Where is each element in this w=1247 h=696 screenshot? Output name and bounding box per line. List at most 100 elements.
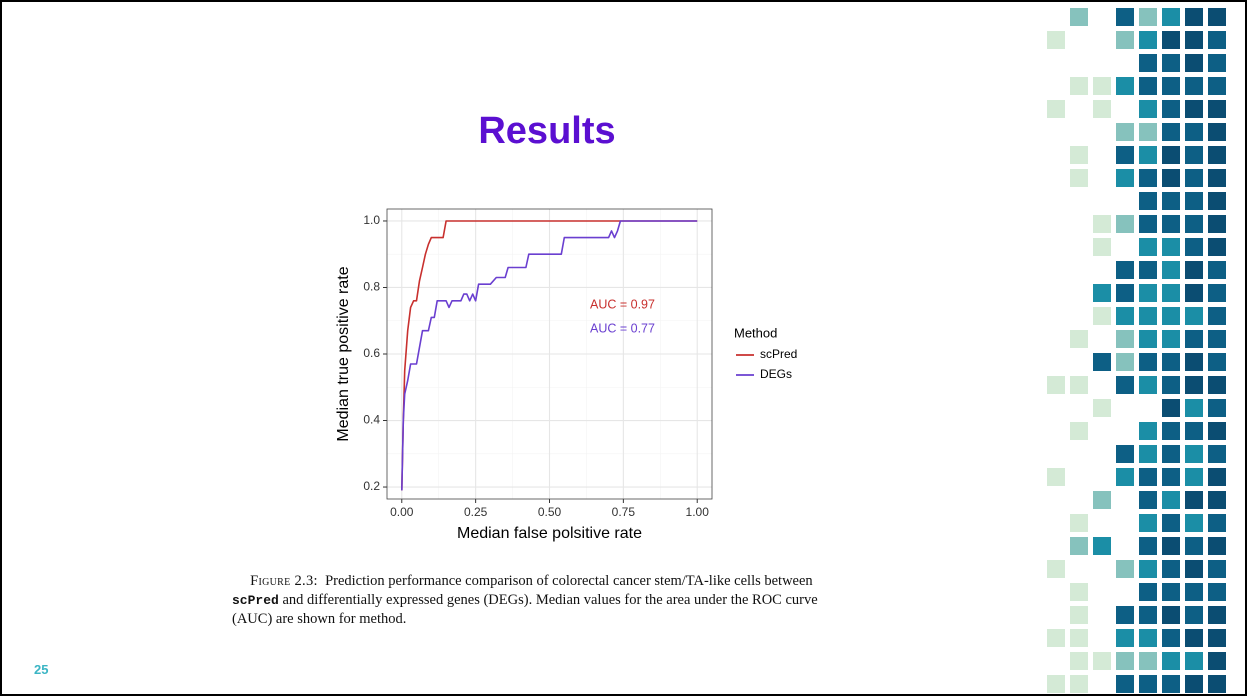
deco-square — [1139, 353, 1157, 371]
deco-square — [1185, 422, 1203, 440]
deco-square — [1185, 399, 1203, 417]
deco-square — [1139, 100, 1157, 118]
deco-square — [1116, 284, 1134, 302]
deco-square — [1139, 629, 1157, 647]
decoration — [1042, 2, 1242, 694]
deco-square — [1139, 31, 1157, 49]
deco-square — [1070, 376, 1088, 394]
deco-square — [1162, 169, 1180, 187]
deco-square — [1139, 445, 1157, 463]
x-tick-label: 0.75 — [612, 505, 636, 519]
deco-square — [1139, 169, 1157, 187]
deco-square — [1162, 261, 1180, 279]
deco-square — [1070, 583, 1088, 601]
deco-square — [1139, 8, 1157, 26]
slide: Results 0.20.40.60.81.00.000.250.500.751… — [0, 0, 1247, 696]
annotation: AUC = 0.77 — [590, 321, 655, 335]
deco-square — [1185, 468, 1203, 486]
deco-square — [1162, 54, 1180, 72]
deco-square — [1208, 560, 1226, 578]
deco-square — [1185, 675, 1203, 693]
deco-square — [1139, 583, 1157, 601]
deco-square — [1139, 652, 1157, 670]
deco-square — [1208, 606, 1226, 624]
deco-square — [1139, 54, 1157, 72]
deco-square — [1047, 100, 1065, 118]
deco-square — [1116, 123, 1134, 141]
deco-square — [1185, 353, 1203, 371]
deco-square — [1162, 31, 1180, 49]
caption-code: scPred — [232, 593, 279, 608]
caption-label: Figure 2.3: — [250, 573, 318, 589]
legend-title: Method — [734, 325, 777, 340]
deco-square — [1162, 560, 1180, 578]
deco-square — [1070, 675, 1088, 693]
deco-square — [1185, 100, 1203, 118]
deco-square — [1139, 422, 1157, 440]
deco-square — [1116, 652, 1134, 670]
deco-square — [1208, 169, 1226, 187]
deco-square — [1162, 468, 1180, 486]
deco-square — [1116, 468, 1134, 486]
deco-square — [1208, 353, 1226, 371]
deco-square — [1116, 77, 1134, 95]
deco-square — [1185, 606, 1203, 624]
deco-square — [1070, 8, 1088, 26]
deco-square — [1116, 445, 1134, 463]
figure-caption: Figure 2.3: Prediction performance compa… — [232, 572, 912, 629]
deco-square — [1185, 215, 1203, 233]
deco-square — [1208, 192, 1226, 210]
y-tick-label: 0.4 — [363, 413, 380, 427]
deco-square — [1162, 215, 1180, 233]
legend-label: DEGs — [760, 367, 792, 381]
deco-square — [1162, 445, 1180, 463]
deco-square — [1208, 146, 1226, 164]
deco-square — [1208, 445, 1226, 463]
deco-square — [1139, 261, 1157, 279]
deco-square — [1116, 146, 1134, 164]
y-tick-label: 1.0 — [363, 213, 380, 227]
deco-square — [1208, 376, 1226, 394]
deco-square — [1185, 123, 1203, 141]
deco-square — [1185, 307, 1203, 325]
deco-square — [1162, 307, 1180, 325]
x-tick-label: 0.50 — [538, 505, 562, 519]
deco-square — [1162, 399, 1180, 417]
caption-text: (AUC) are shown for method. — [232, 611, 406, 627]
deco-square — [1139, 146, 1157, 164]
deco-square — [1116, 629, 1134, 647]
chart: 0.20.40.60.81.00.000.250.500.751.00Media… — [322, 197, 842, 557]
deco-square — [1185, 8, 1203, 26]
deco-square — [1070, 514, 1088, 532]
deco-square — [1162, 583, 1180, 601]
deco-square — [1185, 238, 1203, 256]
deco-square — [1116, 675, 1134, 693]
deco-square — [1070, 606, 1088, 624]
deco-square — [1162, 77, 1180, 95]
deco-square — [1162, 238, 1180, 256]
deco-square — [1116, 376, 1134, 394]
deco-square — [1162, 514, 1180, 532]
deco-square — [1208, 54, 1226, 72]
deco-square — [1139, 675, 1157, 693]
x-tick-label: 0.00 — [390, 505, 414, 519]
deco-square — [1139, 491, 1157, 509]
deco-square — [1185, 169, 1203, 187]
deco-square — [1070, 77, 1088, 95]
deco-square — [1185, 652, 1203, 670]
deco-square — [1208, 652, 1226, 670]
deco-square — [1116, 307, 1134, 325]
deco-square — [1116, 169, 1134, 187]
deco-square — [1139, 560, 1157, 578]
deco-square — [1185, 583, 1203, 601]
deco-square — [1162, 353, 1180, 371]
deco-square — [1139, 537, 1157, 555]
page-number: 25 — [34, 662, 48, 677]
deco-square — [1162, 123, 1180, 141]
deco-square — [1139, 123, 1157, 141]
deco-square — [1093, 491, 1111, 509]
deco-square — [1185, 31, 1203, 49]
deco-square — [1139, 330, 1157, 348]
deco-square — [1162, 675, 1180, 693]
deco-square — [1162, 537, 1180, 555]
